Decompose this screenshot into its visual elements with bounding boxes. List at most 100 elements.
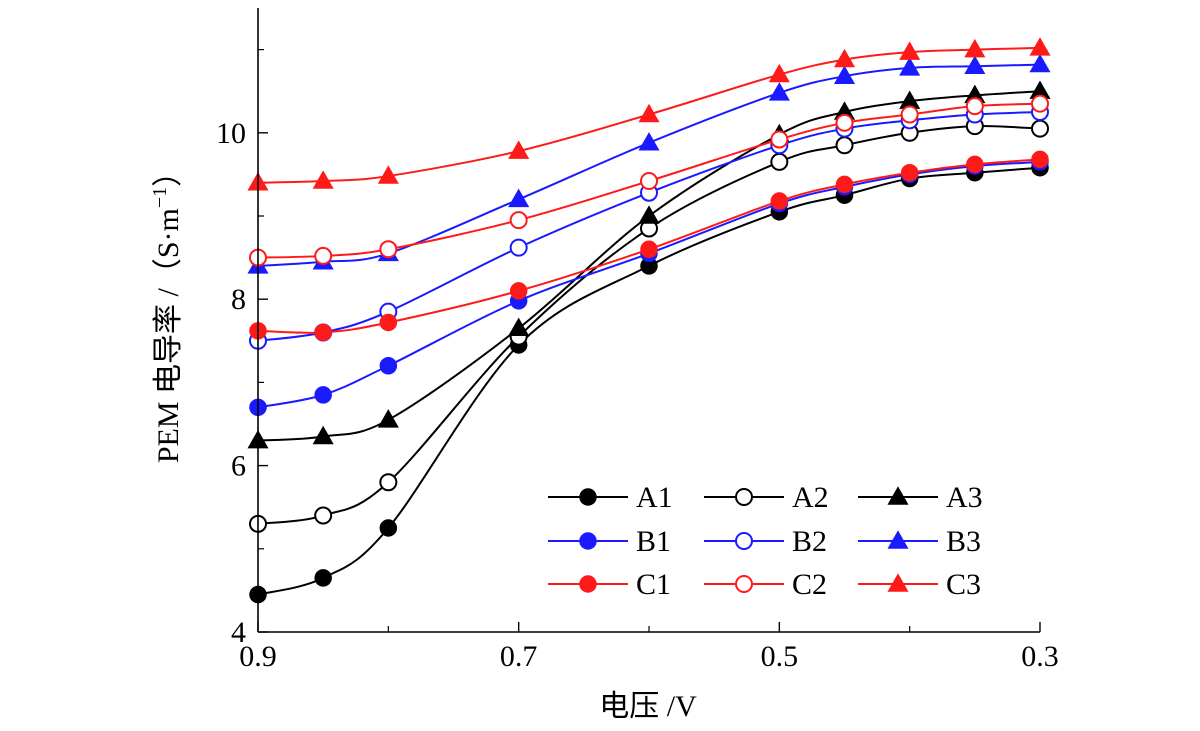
legend-label: A3 [946, 481, 983, 514]
y-tick-label: 4 [231, 616, 246, 649]
y-tick-label: 10 [216, 117, 246, 150]
data-point-c2 [314, 246, 333, 265]
data-point-a2 [379, 473, 398, 492]
legend-label: B1 [636, 525, 671, 558]
series-line-c3 [257, 46, 1041, 184]
data-point-c3 [1029, 37, 1051, 56]
legend-item-b3: B3 [858, 525, 981, 558]
data-point-c3 [899, 41, 921, 60]
data-point-c1 [966, 155, 984, 174]
y-tick-label: 6 [231, 450, 246, 483]
y-axis-title: PEM 电导率 /（S·m−1） [149, 157, 185, 463]
legend-label: B2 [792, 525, 827, 558]
series-line-b2 [257, 111, 1041, 342]
series-line-b1 [257, 160, 1041, 409]
legend-item-a2: A2 [704, 481, 829, 514]
legend-marker [735, 488, 753, 506]
series-line-a3 [257, 90, 1041, 442]
data-point-c3 [377, 165, 399, 184]
data-point-c1 [379, 313, 398, 332]
series-b3 [247, 53, 1051, 274]
x-tick-label: 0.3 [1021, 640, 1059, 673]
x-tick-label: 0.7 [500, 640, 538, 673]
legend-item-c3: C3 [858, 568, 981, 601]
legend-marker [887, 530, 909, 549]
data-point-b3 [899, 57, 921, 76]
series-line-a2 [257, 125, 1041, 525]
data-point-b3 [638, 132, 660, 151]
data-point-c1 [900, 163, 919, 182]
x-tick-label: 0.5 [761, 640, 799, 673]
data-point-b3 [1029, 53, 1051, 73]
legend-label: A2 [792, 481, 829, 514]
legend-marker [579, 488, 597, 506]
series-line-b3 [257, 63, 1041, 267]
legend-marker [735, 532, 753, 550]
data-point-c1 [509, 282, 528, 300]
data-point-c1 [770, 192, 789, 210]
data-point-c2 [770, 130, 789, 149]
data-point-c1 [835, 175, 854, 194]
data-point-a3 [312, 425, 334, 445]
legend-marker [887, 486, 909, 505]
data-point-c1 [1031, 150, 1049, 169]
data-point-c3 [768, 63, 790, 83]
data-point-b1 [379, 357, 398, 375]
data-point-a1 [379, 519, 398, 537]
data-point-c3 [508, 140, 530, 159]
series-c2 [249, 94, 1049, 267]
legend-marker [887, 573, 909, 592]
y-axis-title-superscript: −1 [149, 187, 171, 208]
data-point-c3 [964, 38, 986, 58]
data-point-b3 [833, 65, 856, 84]
data-point-a1 [314, 569, 332, 587]
data-point-c2 [965, 97, 984, 116]
legend-item-a3: A3 [858, 481, 983, 514]
data-point-c2 [900, 105, 919, 124]
data-point-c2 [835, 113, 854, 132]
axes-layer: 4 6 8 10 0.9 0.7 0.5 0.3 [216, 8, 1059, 673]
data-point-a2 [835, 136, 854, 155]
data-point-a2 [314, 506, 333, 525]
data-point-b3 [768, 82, 790, 101]
data-point-a2 [1031, 119, 1049, 138]
series-line-c1 [257, 158, 1041, 334]
series-a2 [249, 117, 1049, 533]
legend-item-c1: C1 [548, 568, 671, 601]
data-point-c3 [312, 170, 334, 189]
y-tick-label: 8 [231, 283, 246, 316]
legend-item-b2: B2 [704, 525, 827, 558]
data-point-c2 [1031, 94, 1049, 113]
legend: A1 A2 A3 B1 B2 B3 C1 C2 C3 [548, 481, 983, 601]
legend-label: C3 [946, 568, 981, 601]
series-line-c2 [257, 102, 1041, 259]
legend-item-a1: A1 [548, 481, 673, 514]
legend-item-b1: B1 [548, 525, 671, 558]
series-layer [247, 37, 1051, 604]
data-point-a3 [508, 317, 530, 337]
data-point-c2 [379, 240, 398, 259]
x-tick-label: 0.9 [239, 640, 277, 673]
legend-label: C2 [792, 568, 827, 601]
data-point-c1 [314, 323, 332, 342]
x-axis-title: 电压 /V [599, 690, 697, 723]
data-point-a3 [377, 409, 399, 428]
data-point-c3 [833, 48, 856, 68]
data-point-c2 [509, 211, 528, 230]
y-axis-title-close: ） [152, 157, 185, 187]
legend-marker [579, 532, 597, 550]
data-point-a2 [770, 152, 789, 171]
series-c1 [249, 150, 1049, 342]
y-axis-title-main: PEM 电导率 /（S·m [152, 208, 185, 463]
data-point-a3 [638, 205, 660, 224]
legend-label: B3 [946, 525, 981, 558]
data-point-b3 [508, 188, 530, 208]
data-point-b2 [509, 238, 528, 257]
data-point-b1 [314, 386, 332, 404]
data-point-b3 [964, 55, 986, 74]
legend-marker [735, 575, 753, 593]
legend-label: A1 [636, 481, 673, 514]
data-point-c1 [640, 240, 658, 259]
